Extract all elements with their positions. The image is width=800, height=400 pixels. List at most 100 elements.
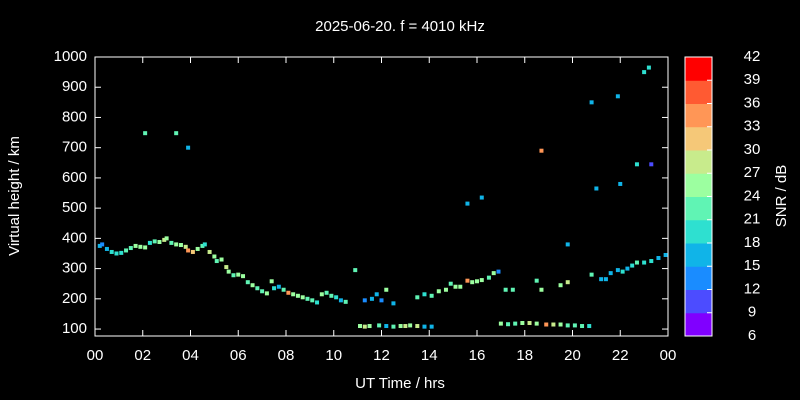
data-point xyxy=(391,324,396,329)
data-point xyxy=(539,148,544,153)
data-point xyxy=(453,284,458,289)
data-point xyxy=(219,257,224,262)
y-tick-label: 900 xyxy=(62,78,87,95)
data-point xyxy=(157,239,162,244)
colorbar-band xyxy=(685,312,712,337)
colorbar-band xyxy=(685,57,712,81)
data-point xyxy=(458,284,463,289)
data-point xyxy=(618,181,623,186)
data-point xyxy=(241,274,246,279)
colorbar-band xyxy=(685,219,712,244)
data-point xyxy=(104,246,109,251)
colorbar-tick-label: 6 xyxy=(748,327,756,344)
x-tick-label: 12 xyxy=(373,347,390,364)
data-point xyxy=(97,243,102,248)
data-point xyxy=(415,324,420,329)
data-point xyxy=(224,265,229,270)
colorbar-band xyxy=(685,103,712,128)
data-point xyxy=(169,240,174,245)
data-point xyxy=(338,298,343,303)
data-point xyxy=(291,292,296,297)
data-point xyxy=(470,280,475,285)
data-point xyxy=(124,248,129,253)
data-point xyxy=(286,290,291,295)
data-point xyxy=(551,322,556,327)
data-point xyxy=(260,289,265,294)
data-point xyxy=(190,249,195,254)
data-point xyxy=(594,186,599,191)
x-tick-label: 02 xyxy=(134,347,151,364)
data-point xyxy=(300,295,305,300)
x-tick-label: 08 xyxy=(278,347,295,364)
data-point xyxy=(506,322,511,327)
colorbar-tick-label: 15 xyxy=(744,257,761,274)
colorbar-band xyxy=(685,196,712,221)
data-point xyxy=(503,287,508,292)
data-point xyxy=(527,321,532,326)
data-point xyxy=(656,256,661,261)
data-point xyxy=(510,287,515,292)
y-tick-label: 700 xyxy=(62,139,87,156)
data-point xyxy=(334,295,339,300)
data-point xyxy=(377,323,382,328)
x-tick-label: 22 xyxy=(612,347,629,364)
data-point xyxy=(634,162,639,167)
data-point xyxy=(138,244,143,249)
data-point xyxy=(615,268,620,273)
data-point xyxy=(295,293,300,298)
data-point xyxy=(374,292,379,297)
data-point xyxy=(319,292,324,297)
data-point xyxy=(642,260,647,265)
data-point xyxy=(479,195,484,200)
data-point xyxy=(362,324,367,329)
colorbar-tick-label: 27 xyxy=(744,164,761,181)
data-point xyxy=(403,324,408,329)
data-point xyxy=(649,162,654,167)
data-point xyxy=(589,272,594,277)
data-point xyxy=(630,263,635,268)
y-tick-label: 500 xyxy=(62,199,87,216)
data-point xyxy=(343,299,348,304)
data-point xyxy=(164,236,169,241)
x-tick-label: 18 xyxy=(516,347,533,364)
data-point xyxy=(663,252,668,257)
x-tick-label: 04 xyxy=(182,347,199,364)
colorbar-band xyxy=(685,173,712,197)
data-point xyxy=(174,242,179,247)
x-tick-label: 20 xyxy=(564,347,581,364)
colorbar-tick-label: 24 xyxy=(744,187,761,204)
data-point xyxy=(200,243,205,248)
colorbar-tick-label: 42 xyxy=(744,48,761,65)
data-point xyxy=(415,295,420,300)
data-point xyxy=(544,322,549,327)
data-point xyxy=(226,269,231,274)
colorbar-tick-label: 30 xyxy=(744,141,761,158)
x-axis-label: UT Time / hrs xyxy=(355,375,445,392)
colorbar-label: SNR / dB xyxy=(773,165,790,228)
data-point xyxy=(369,296,374,301)
data-point xyxy=(353,268,358,273)
x-tick-label: 10 xyxy=(325,347,342,364)
data-point xyxy=(119,250,124,255)
colorbar-band xyxy=(685,266,712,290)
data-point xyxy=(391,301,396,306)
data-point xyxy=(362,298,367,303)
data-point xyxy=(534,321,539,326)
data-point xyxy=(634,260,639,265)
data-point xyxy=(276,284,281,289)
x-tick-label: 14 xyxy=(421,347,438,364)
data-point xyxy=(245,280,250,285)
data-point xyxy=(250,283,255,288)
chart-title: 2025-06-20. f = 4010 kHz xyxy=(315,18,485,35)
y-tick-label: 1000 xyxy=(54,48,87,65)
data-point xyxy=(587,324,592,329)
data-point xyxy=(465,278,470,283)
data-point xyxy=(625,266,630,271)
data-point xyxy=(558,322,563,327)
data-point xyxy=(183,244,188,249)
data-point xyxy=(272,286,277,291)
data-point xyxy=(649,259,654,264)
data-point xyxy=(269,279,274,284)
data-point xyxy=(236,272,241,277)
y-tick-label: 600 xyxy=(62,169,87,186)
